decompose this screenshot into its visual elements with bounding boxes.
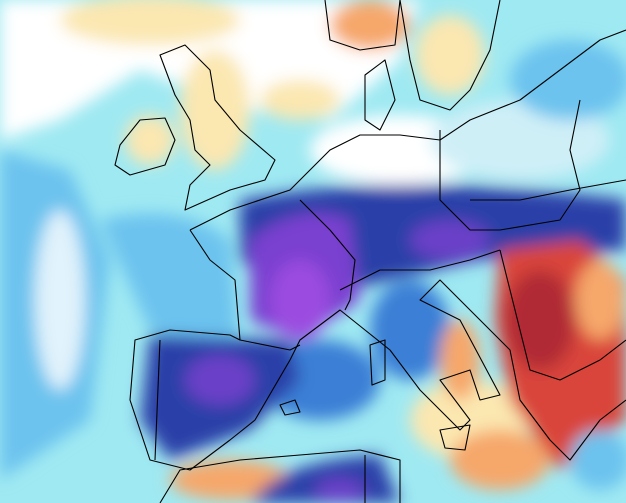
country-borders bbox=[114, 0, 626, 503]
